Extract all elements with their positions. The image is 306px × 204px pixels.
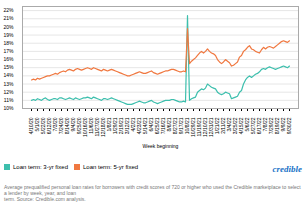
svg-text:19%: 19% [3,32,14,38]
svg-text:10%: 10% [3,105,14,111]
svg-text:4/15/22: 4/15/22 [238,117,245,135]
svg-text:6/17/22: 6/17/22 [256,117,263,135]
svg-text:2/11/22: 2/11/22 [220,117,227,134]
svg-text:4/10/20: 4/10/20 [28,117,35,135]
svg-text:11/6/20: 11/6/20 [88,117,95,134]
svg-text:21%: 21% [3,15,14,21]
svg-text:20%: 20% [3,24,14,30]
svg-text:7/29/22: 7/29/22 [268,117,275,135]
svg-text:22%: 22% [3,7,14,13]
svg-text:1/29/21: 1/29/21 [112,117,119,135]
svg-text:2/19/21: 2/19/21 [118,117,125,135]
svg-text:1/21/22: 1/21/22 [214,117,221,135]
svg-text:7/8/22: 7/8/22 [262,117,269,132]
svg-text:5/1/20: 5/1/20 [34,117,41,132]
html-text:Loan term: 5-yr fixed: Loan term: 5-yr fixed [83,163,139,170]
svg-text:12/18/20: 12/18/20 [100,117,107,137]
svg-text:7/3/20: 7/3/20 [52,117,59,132]
svg-text:7/24/20: 7/24/20 [58,117,65,135]
html-text:Average prequalified personal: Average prequalified personal loan rates… [4,184,301,202]
svg-text:4/2/21: 4/2/21 [130,117,137,132]
svg-text:6/25/21: 6/25/21 [154,117,161,135]
svg-text:1/8/21: 1/8/21 [106,117,113,132]
svg-text:3/4/22: 3/4/22 [226,117,233,132]
svg-text:17%: 17% [3,48,14,54]
svg-text:10/8/21: 10/8/21 [184,117,191,135]
svg-text:9/9/22: 9/9/22 [280,117,287,132]
svg-text:8/6/21: 8/6/21 [166,117,173,132]
svg-text:5/27/22: 5/27/22 [250,117,257,135]
svg-text:15%: 15% [3,64,14,70]
svg-text:5/14/21: 5/14/21 [142,117,149,135]
svg-text:16%: 16% [3,56,14,62]
html-text:Loan term: 3-yr fixed: Loan term: 3-yr fixed [13,163,68,170]
svg-text:5/6/22: 5/6/22 [244,117,251,132]
svg-text:10/29/21: 10/29/21 [190,117,197,137]
svg-text:11/19/21: 11/19/21 [196,117,203,137]
svg-text:12/31/21: 12/31/21 [208,117,215,137]
svg-text:Week beginning: Week beginning [143,143,179,149]
html-text:credible: credible [272,163,302,174]
svg-text:8/14/20: 8/14/20 [64,117,71,135]
svg-text:4/23/21: 4/23/21 [136,117,143,135]
svg-text:6/12/20: 6/12/20 [46,117,53,135]
svg-text:9/4/20: 9/4/20 [70,117,77,132]
svg-text:10/16/20: 10/16/20 [82,117,89,137]
svg-text:11%: 11% [4,97,14,103]
svg-text:9/30/22: 9/30/22 [286,117,292,134]
svg-text:7/16/21: 7/16/21 [160,117,167,135]
svg-text:14%: 14% [3,72,14,78]
svg-text:8/27/21: 8/27/21 [172,117,179,135]
svg-text:12/10/21: 12/10/21 [202,117,209,137]
svg-text:6/4/21: 6/4/21 [148,117,155,132]
svg-text:18%: 18% [3,40,14,46]
svg-text:12%: 12% [3,89,14,95]
svg-text:5/22/20: 5/22/20 [40,117,47,135]
svg-text:3/25/22: 3/25/22 [232,117,239,135]
svg-text:8/19/22: 8/19/22 [274,117,281,135]
svg-text:9/25/20: 9/25/20 [76,117,83,135]
svg-text:13%: 13% [3,81,14,87]
svg-text:11/27/20: 11/27/20 [94,117,101,137]
svg-text:9/17/21: 9/17/21 [178,117,185,135]
svg-text:3/12/21: 3/12/21 [124,117,131,135]
